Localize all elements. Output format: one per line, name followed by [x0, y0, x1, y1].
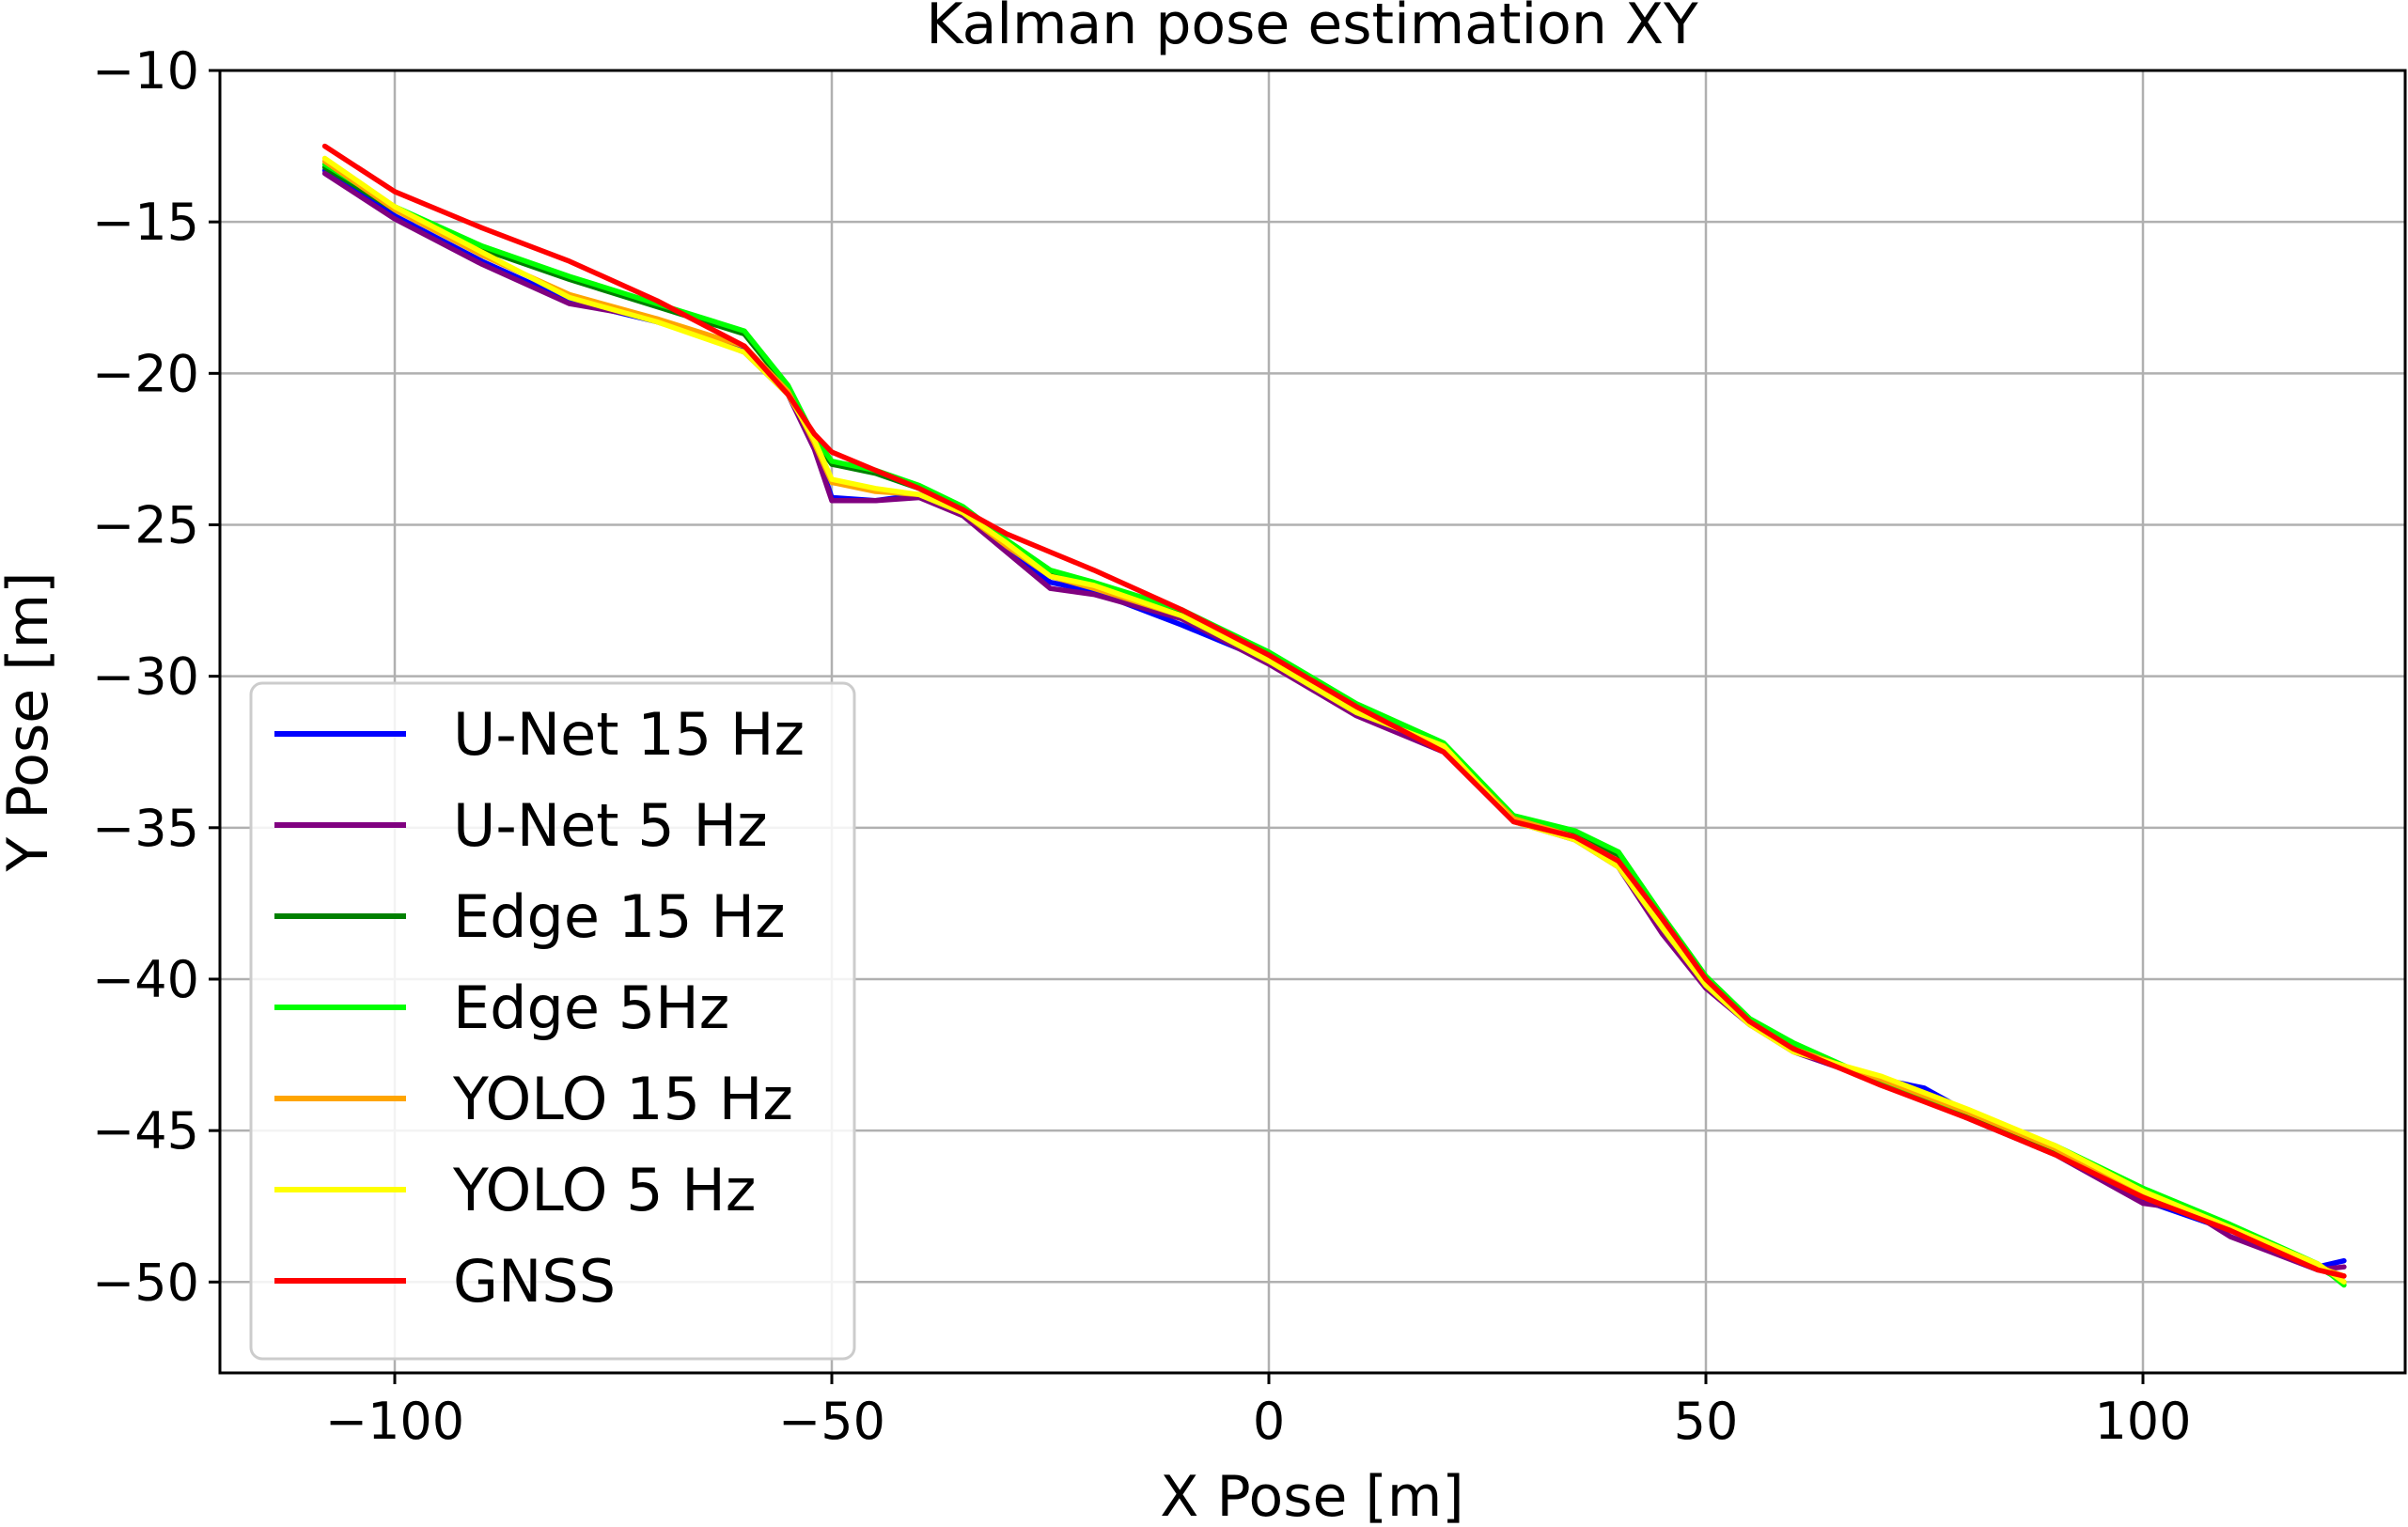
y-tick-label: −25 [92, 495, 199, 554]
x-axis-label: X Pose [m] [1160, 1464, 1463, 1527]
legend-entry-0: U-Net 15 Hz [453, 700, 805, 769]
x-tick-label: 50 [1674, 1392, 1739, 1451]
y-tick-label: −35 [92, 799, 199, 858]
legend-entry-2: Edge 15 Hz [453, 882, 786, 951]
y-tick-label: −15 [92, 193, 199, 252]
y-tick-label: −45 [92, 1101, 199, 1161]
y-axis-label: Y Pose [m] [0, 572, 61, 873]
y-tick-label: −40 [92, 950, 199, 1009]
y-tick-label: −10 [92, 41, 199, 101]
plot-frame [218, 69, 2407, 1375]
x-tick-label: 0 [1253, 1392, 1285, 1451]
series-line-5 [321, 155, 2347, 1285]
x-tick-label: 100 [2094, 1392, 2191, 1451]
series-line-6 [321, 143, 2347, 1279]
x-tick-label: −50 [778, 1392, 885, 1451]
x-tick-label: −100 [325, 1392, 464, 1451]
y-tick-label: −20 [92, 344, 199, 403]
legend-entry-4: YOLO 15 Hz [452, 1065, 793, 1133]
y-tick-label: −50 [92, 1253, 199, 1312]
legend-entry-1: U-Net 5 Hz [453, 791, 768, 860]
legend-entry-6: GNSS [453, 1247, 616, 1316]
legend: U-Net 15 Hz U-Net 5 Hz Edge 15 Hz Edge 5Hz Y… [249, 681, 856, 1361]
axis-ticks: −100 −50 0 50 100 −10 −15 −20 −25 −30 −35 −40 −45 −50 [92, 41, 2192, 1451]
y-tick-label: −30 [92, 647, 199, 707]
legend-entry-5: YOLO 5 Hz [452, 1156, 756, 1224]
legend-entry-3: Edge 5Hz [453, 974, 729, 1042]
series-lines [321, 143, 2347, 1288]
chart-title: Kalman pose estimation XY [926, 0, 1698, 57]
